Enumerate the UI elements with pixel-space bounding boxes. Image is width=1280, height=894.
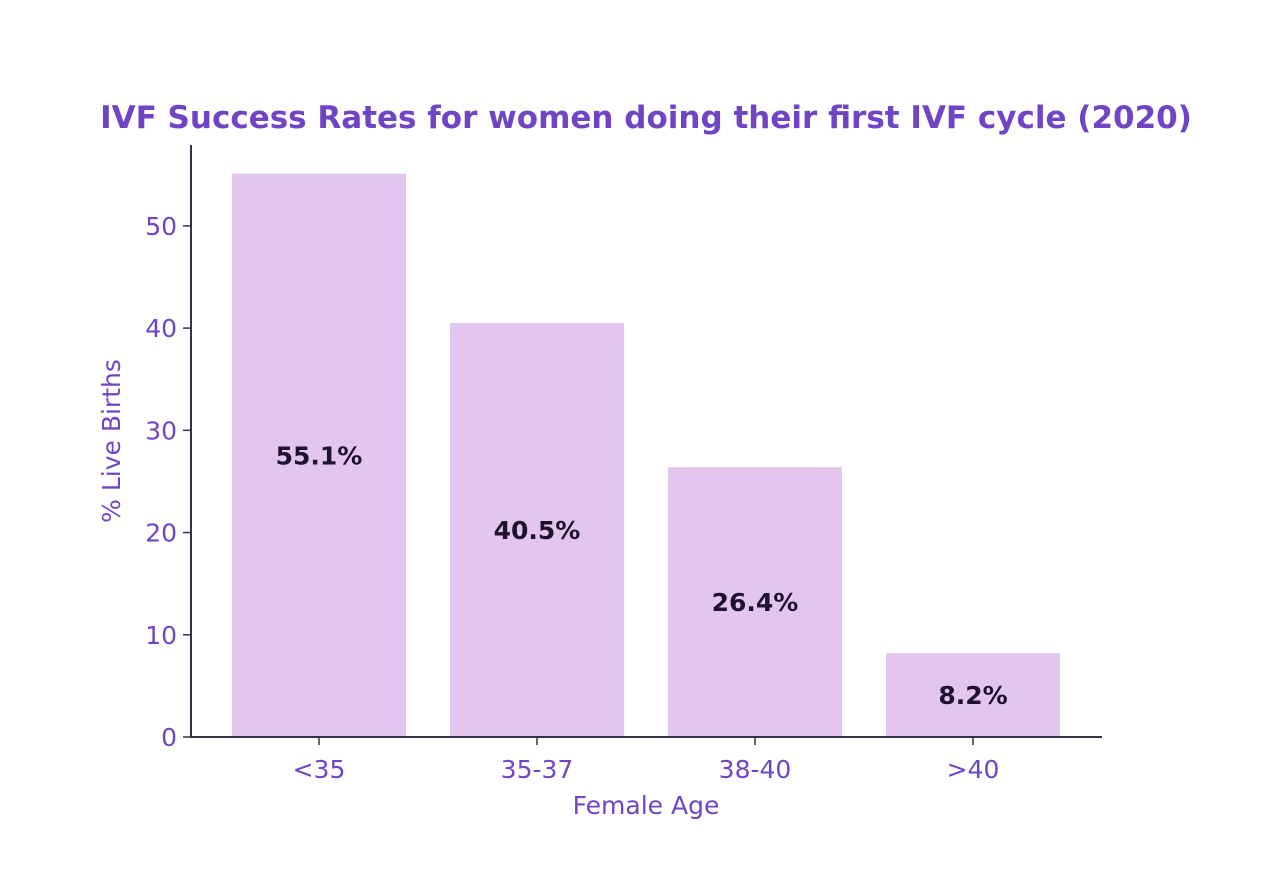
bar-value-label-2: 40.5%: [494, 516, 581, 545]
bar-value-label-3: 26.4%: [712, 588, 799, 617]
x-axis-label: Female Age: [573, 791, 720, 820]
y-tick-label-20: 20: [145, 519, 177, 548]
x-tick-label-1: <35: [293, 755, 346, 784]
y-tick-label-40: 40: [145, 314, 177, 343]
y-tick-label-50: 50: [145, 212, 177, 241]
bar-2: [450, 323, 624, 737]
y-tick-label-30: 30: [145, 416, 177, 445]
x-tick-label-4: >40: [947, 755, 1000, 784]
bar-3: [668, 467, 842, 737]
bars: [232, 173, 1060, 737]
x-tick-label-3: 38-40: [719, 755, 792, 784]
y-axis-label: % Live Births: [97, 359, 126, 523]
bar-1: [232, 173, 406, 737]
chart-title: IVF Success Rates for women doing their …: [100, 100, 1192, 136]
bar-value-label-4: 8.2%: [938, 681, 1007, 710]
x-axis-ticks: <35 35-37 38-40 >40: [293, 737, 1000, 784]
bar-value-label-1: 55.1%: [276, 441, 363, 470]
y-axis-ticks: 0 10 20 30 40 50: [145, 212, 191, 752]
x-tick-label-2: 35-37: [501, 755, 574, 784]
y-tick-label-10: 10: [145, 621, 177, 650]
bar-4: [886, 653, 1060, 737]
y-tick-label-0: 0: [161, 723, 177, 752]
data-labels: 55.1% 40.5% 26.4% 8.2%: [276, 441, 1008, 710]
